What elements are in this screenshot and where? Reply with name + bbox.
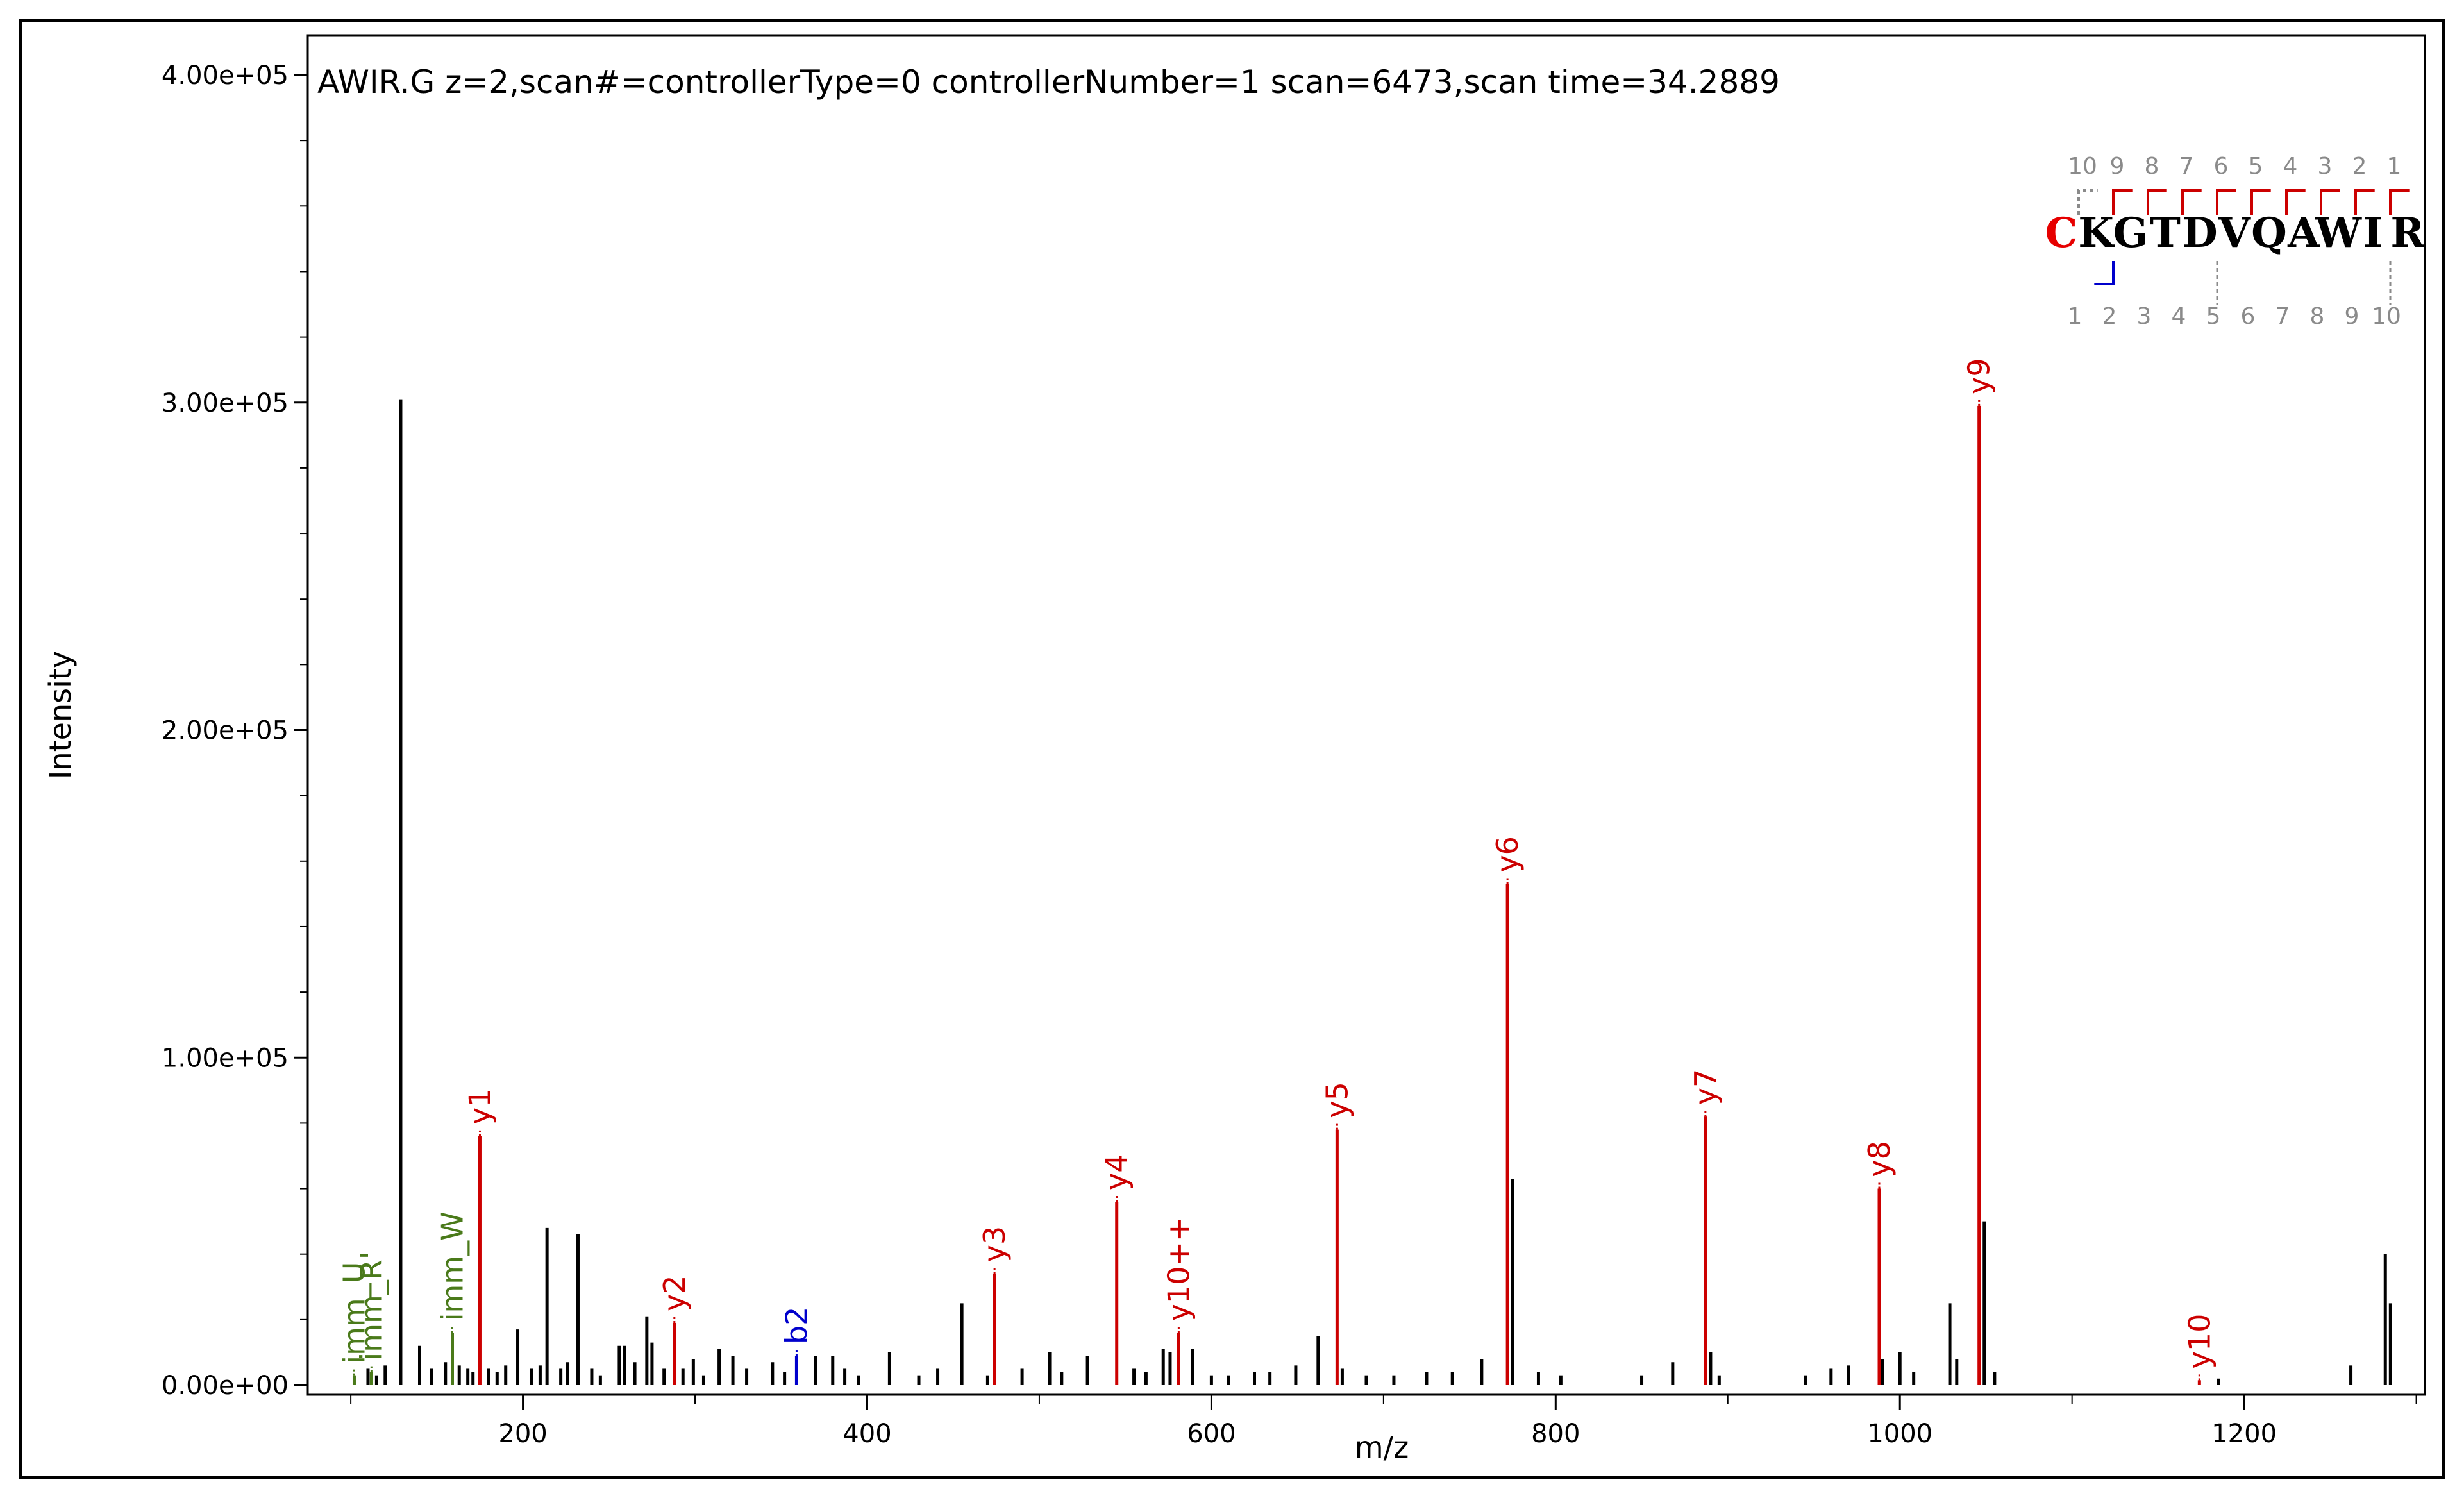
- b-ion-index: 10: [2372, 303, 2401, 330]
- x-axis-label: m/z: [1355, 1430, 1409, 1465]
- peak-label-imm_W: imm_W: [435, 1211, 470, 1321]
- y-tick-label: 1.00e+05: [162, 1043, 289, 1073]
- peak-label-y3: y3: [977, 1226, 1012, 1263]
- x-tick-label: 600: [1187, 1419, 1236, 1449]
- chart-title: AWIR.G z=2,scan#=controllerType=0 contro…: [317, 63, 1780, 101]
- sequence-residue: T: [2150, 209, 2181, 257]
- b-ion-index: 1: [2068, 303, 2083, 330]
- axes: 0.00e+00 1.00e+05 2.00e+05 3.00e+05 4.00e+05…: [162, 34, 2426, 1449]
- sequence-residue: A: [2287, 209, 2320, 257]
- y-ion-index: 6: [2214, 153, 2229, 180]
- peak-label-imm_R': imm_R': [354, 1252, 389, 1361]
- plot-area-border: [306, 34, 2426, 1396]
- x-tick-label: 800: [1531, 1419, 1580, 1449]
- b-ion-index: 9: [2345, 303, 2359, 330]
- b-ion-index: 8: [2310, 303, 2325, 330]
- y-tick-label: 4.00e+05: [162, 61, 289, 90]
- y-ion-bracket: [2112, 189, 2133, 215]
- y-ion-index: 4: [2283, 153, 2298, 180]
- sequence-residue: C: [2045, 209, 2078, 257]
- b-ion-index: 6: [2241, 303, 2256, 330]
- b-ion-bracket: [2094, 261, 2115, 285]
- sequence-residue: Q: [2251, 209, 2287, 257]
- sequence-residue: W: [2315, 209, 2362, 257]
- y-ion-bracket: [2389, 189, 2410, 215]
- x-tick-label: 200: [498, 1419, 547, 1449]
- y-ion-bracket: [2077, 189, 2098, 215]
- y-ion-index: 5: [2249, 153, 2263, 180]
- b-ion-index: 7: [2275, 303, 2290, 330]
- peak-label-y10: y10: [2182, 1314, 2217, 1369]
- y-tick-label: 3.00e+05: [162, 389, 289, 418]
- x-tick-label: 1000: [1867, 1419, 1932, 1449]
- y-ion-bracket: [2354, 189, 2375, 215]
- sequence-residue: V: [2218, 209, 2251, 257]
- peak-label-y8: y8: [1862, 1141, 1897, 1177]
- sequence-residue: G: [2113, 209, 2149, 257]
- b-ion-index: 3: [2137, 303, 2152, 330]
- y-ion-bracket: [2320, 189, 2340, 215]
- peak-label-y10++: y10++: [1161, 1216, 1196, 1321]
- y-ion-index: 1: [2387, 153, 2402, 180]
- sequence-residue: I: [2363, 209, 2383, 257]
- y-ion-index: 10: [2068, 153, 2097, 180]
- b-ion-index: 5: [2206, 303, 2221, 330]
- peak-label-y4: y4: [1100, 1154, 1134, 1190]
- y-ion-index: 9: [2110, 153, 2125, 180]
- peak-label-y2: y2: [657, 1275, 692, 1311]
- peaks: [352, 399, 2392, 1385]
- y-ion-index: 3: [2318, 153, 2333, 180]
- y-ion-bracket: [2285, 189, 2306, 215]
- y-tick-label: 0.00e+00: [162, 1371, 289, 1401]
- y-axis-label: Intensity: [43, 651, 78, 779]
- x-tick-label: 400: [842, 1419, 891, 1449]
- sequence-residue: D: [2182, 209, 2218, 257]
- x-tick-label: 1200: [2211, 1419, 2277, 1449]
- fragment-sequence-panel: C KG T D V Q AW I R10 9 8 7 6 5 4 3 2 11 2 3 4 5 6 7 8 9 10: [2045, 153, 2426, 330]
- y-ion-bracket: [2181, 189, 2202, 215]
- peak-label-y5: y5: [1320, 1082, 1354, 1118]
- spectrum-chart: 0.00e+00 1.00e+05 2.00e+05 3.00e+05 4.00e+05…: [43, 34, 2426, 1465]
- y-ion-bracket: [2250, 189, 2271, 215]
- sequence-residue: R: [2390, 209, 2425, 257]
- b-ion-index: 2: [2102, 303, 2117, 330]
- peak-label-b2: b2: [779, 1307, 814, 1344]
- y-tick-label: 2.00e+05: [162, 716, 289, 746]
- peak-label-y7: y7: [1688, 1069, 1723, 1106]
- b-ion-index: 4: [2172, 303, 2186, 330]
- y-ion-index: 2: [2352, 153, 2367, 180]
- sequence-residue: K: [2078, 209, 2115, 257]
- peak-label-y9: y9: [1962, 358, 1997, 394]
- y-ion-index: 8: [2145, 153, 2159, 180]
- y-ion-index: 7: [2179, 153, 2194, 180]
- plot-window: 0.00e+00 1.00e+05 2.00e+05 3.00e+05 4.00e+05…: [19, 19, 2445, 1479]
- y-ion-bracket: [2216, 189, 2236, 215]
- peak-label-y6: y6: [1490, 836, 1525, 873]
- peak-label-y1: y1: [462, 1088, 497, 1125]
- peak-label-imm_U: imm_U: [337, 1262, 371, 1364]
- y-ion-bracket: [2147, 189, 2167, 215]
